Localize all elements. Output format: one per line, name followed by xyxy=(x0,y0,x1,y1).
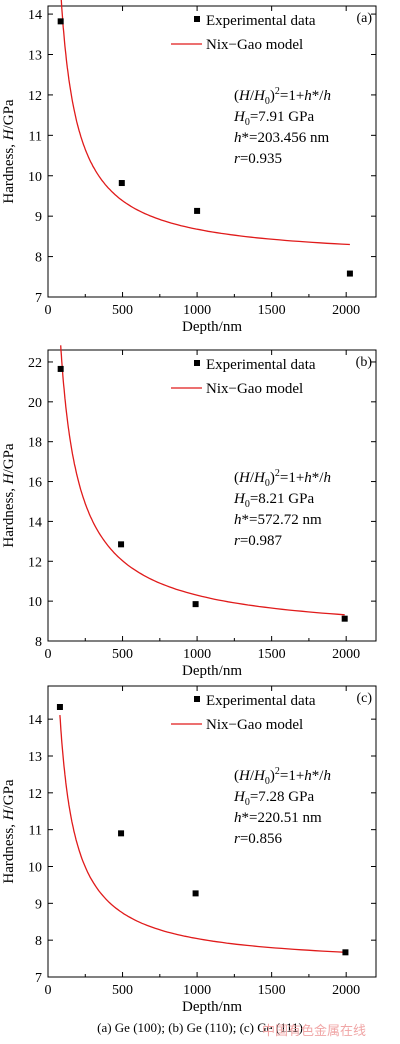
data-point xyxy=(192,890,199,897)
plot-frame xyxy=(47,5,377,298)
y-tick-label: 9 xyxy=(35,210,42,225)
plot-frame xyxy=(47,685,377,978)
y-tick-label: 8 xyxy=(35,934,42,949)
data-point xyxy=(118,541,125,548)
x-axis-label: Depth/nm xyxy=(182,319,242,335)
caption-tail: 1) xyxy=(292,1020,303,1035)
y-tick-label: 13 xyxy=(28,750,42,765)
legend-label-model: Nix−Gao model xyxy=(206,381,303,397)
annotation-equation: (H/H0)2=1+h*/h xyxy=(234,766,331,787)
legend-marker-points xyxy=(194,360,200,366)
data-point xyxy=(57,18,64,25)
legend-label-points: Experimental data xyxy=(206,357,316,373)
legend-label-points: Experimental data xyxy=(206,13,316,29)
chart-svg: 0 500 1000 1500 2000 7 8 9 10 11 12 13 14 Depth/nm Har… xyxy=(1,685,377,1015)
chart-svg: 0 500 1000 1500 2000 8 10 12 14 16 18 20 22 Depth/nm H… xyxy=(1,345,377,679)
x-tick-label: 1500 xyxy=(258,303,286,318)
y-tick-label: 8 xyxy=(35,635,42,650)
data-point xyxy=(118,830,125,837)
y-tick-label: 7 xyxy=(35,971,42,986)
caption-text: (a) Ge (100); (b) Ge (110); (c) Ge (11 xyxy=(97,1020,293,1035)
panel-label: (a) xyxy=(356,11,372,26)
watermark-text: 中国有色金属在线 xyxy=(262,1023,367,1038)
y-axis-label: Hardness, H/GPa xyxy=(1,779,17,884)
x-tick-label: 2000 xyxy=(332,983,360,998)
y-tick-label: 11 xyxy=(29,129,42,144)
annotation-r: r=0.935 xyxy=(234,151,282,167)
x-tick-label: 1000 xyxy=(183,647,211,662)
nix-gao-curve xyxy=(60,0,350,246)
x-tick-label: 0 xyxy=(45,303,52,318)
x-tick-label: 0 xyxy=(45,647,52,662)
y-tick-label: 10 xyxy=(28,595,42,610)
x-axis-label: Depth/nm xyxy=(182,663,242,679)
annotation-r: r=0.987 xyxy=(234,533,283,549)
data-point xyxy=(342,949,349,956)
x-tick-label: 500 xyxy=(112,303,133,318)
annotation-h0: H0=7.28 GPa xyxy=(233,789,314,808)
annotation-equation: (H/H0)2=1+h*/h xyxy=(234,86,331,107)
data-point xyxy=(194,207,201,214)
legend-label-model: Nix−Gao model xyxy=(206,37,303,53)
y-tick-label: 10 xyxy=(28,860,42,875)
y-axis-label: Hardness, H/GPa xyxy=(1,443,17,548)
y-tick-label: 22 xyxy=(28,356,42,371)
legend-marker-points xyxy=(194,696,200,702)
x-tick-label: 0 xyxy=(45,983,52,998)
x-tick-label: 2000 xyxy=(332,303,360,318)
y-tick-label: 12 xyxy=(28,787,42,802)
y-axis-label: Hardness, H/GPa xyxy=(1,99,17,204)
legend-label-points: Experimental data xyxy=(206,693,316,709)
annotation-equation: (H/H0)2=1+h*/h xyxy=(234,468,331,489)
x-tick-label: 500 xyxy=(112,983,133,998)
chart-panel-b: 0 500 1000 1500 2000 8 10 12 14 16 18 20 22 Depth/nm H… xyxy=(0,344,400,679)
panel-label: (b) xyxy=(356,355,373,370)
legend-label-model: Nix−Gao model xyxy=(206,717,303,733)
x-tick-label: 500 xyxy=(112,647,133,662)
data-point xyxy=(192,601,199,608)
y-tick-label: 14 xyxy=(28,713,42,728)
x-tick-label: 1500 xyxy=(258,647,286,662)
chart-svg: 0 500 1000 1500 2000 7 8 9 10 11 12 13 14 Depth/nm Har… xyxy=(1,0,377,335)
chart-panel-a: 0 500 1000 1500 2000 7 8 9 10 11 12 13 14 Depth/nm Har… xyxy=(0,0,400,335)
y-tick-label: 20 xyxy=(28,396,42,411)
y-tick-label: 12 xyxy=(28,89,42,104)
y-tick-label: 13 xyxy=(28,49,42,64)
y-tick-label: 10 xyxy=(28,170,42,185)
y-tick-label: 14 xyxy=(28,8,42,23)
annotation-r: r=0.856 xyxy=(234,831,283,847)
legend-marker-points xyxy=(194,16,200,22)
y-tick-label: 9 xyxy=(35,897,42,912)
x-tick-label: 1500 xyxy=(258,983,286,998)
annotation-h0: H0=8.21 GPa xyxy=(233,491,314,510)
x-tick-label: 1000 xyxy=(183,303,211,318)
x-tick-label: 2000 xyxy=(332,647,360,662)
y-tick-label: 7 xyxy=(35,291,42,306)
nix-gao-curve xyxy=(59,715,346,953)
annotation-hstar: h*=220.51 nm xyxy=(234,810,322,826)
y-tick-label: 16 xyxy=(28,476,42,491)
y-tick-label: 8 xyxy=(35,251,42,266)
x-tick-label: 1000 xyxy=(183,983,211,998)
data-point xyxy=(56,703,63,710)
data-point xyxy=(57,365,64,372)
y-tick-label: 12 xyxy=(28,555,42,570)
y-tick-label: 18 xyxy=(28,436,42,451)
chart-panel-c: 0 500 1000 1500 2000 7 8 9 10 11 12 13 14 Depth/nm Har… xyxy=(0,680,400,1015)
y-tick-label: 11 xyxy=(29,824,42,839)
data-point xyxy=(341,615,348,622)
x-axis-label: Depth/nm xyxy=(182,999,242,1015)
figure-caption: (a) Ge (100); (b) Ge (110); (c) Ge (111)… xyxy=(0,1020,400,1042)
annotation-hstar: h*=203.456 nm xyxy=(234,130,329,146)
data-point xyxy=(346,270,353,277)
plot-frame xyxy=(47,349,377,642)
data-point xyxy=(118,180,125,187)
nix-gao-curve xyxy=(60,345,345,616)
y-tick-label: 14 xyxy=(28,515,42,530)
annotation-hstar: h*=572.72 nm xyxy=(234,512,322,528)
annotation-h0: H0=7.91 GPa xyxy=(233,109,314,128)
panel-label: (c) xyxy=(356,691,372,706)
